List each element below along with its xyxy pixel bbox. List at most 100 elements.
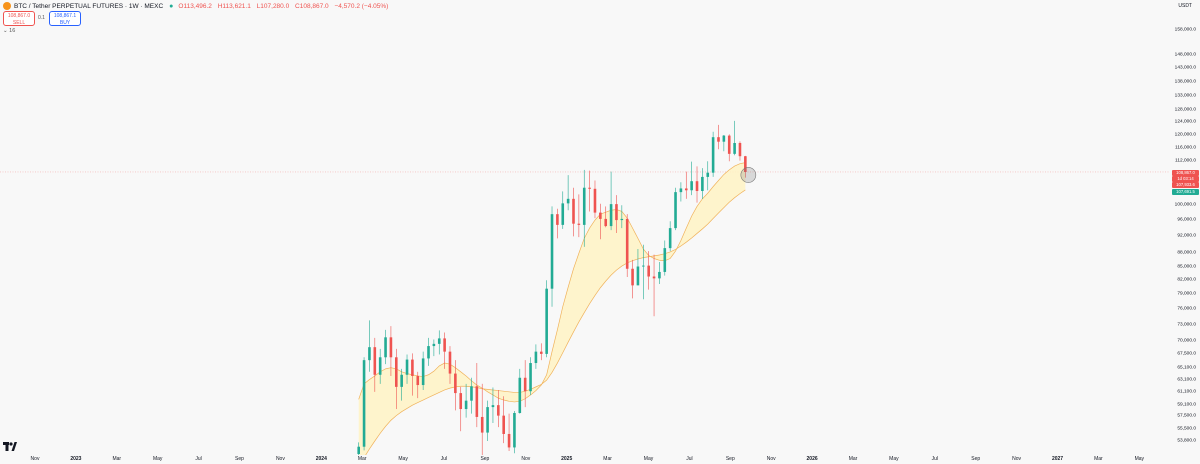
chevron-down-icon: ⌄ <box>3 28 10 34</box>
candle-body <box>523 377 527 392</box>
candle <box>609 171 613 231</box>
candle <box>561 191 565 229</box>
candle <box>684 171 688 199</box>
candle-body <box>652 276 656 279</box>
time-tick-label: Mar <box>603 456 612 462</box>
price-tick-label: 120,000.0 <box>1174 132 1196 138</box>
candle-body <box>572 198 575 224</box>
candle-body <box>373 347 377 375</box>
time-tick-label: Sep <box>235 456 244 462</box>
candle-body <box>674 192 677 229</box>
candle-body <box>625 218 629 269</box>
candle-body <box>427 346 430 359</box>
candle <box>475 363 479 428</box>
candle <box>625 214 629 277</box>
candle <box>744 155 747 178</box>
candle-body <box>744 156 747 172</box>
symbol-header: BTC / Tether PERPETUAL FUTURES · 1W · ME… <box>0 0 1170 12</box>
candle-body <box>539 351 543 354</box>
symbol-title[interactable]: BTC / Tether PERPETUAL FUTURES · 1W · ME… <box>14 2 164 10</box>
candle <box>679 182 683 202</box>
candle <box>582 169 586 247</box>
candle <box>539 343 543 361</box>
candle <box>668 221 672 252</box>
candle <box>443 332 446 369</box>
candle-body <box>577 223 581 225</box>
candle-body <box>491 405 495 408</box>
candle <box>642 244 645 300</box>
candle <box>378 348 382 384</box>
candle <box>695 166 699 203</box>
candle <box>738 141 742 161</box>
candle <box>480 383 484 455</box>
candle <box>411 353 414 396</box>
price-tag: 107,933.6 <box>1172 182 1199 189</box>
open-value: O113,496.2 <box>178 2 212 10</box>
price-tick-label: 59,100.0 <box>1177 402 1196 408</box>
candle <box>373 337 377 392</box>
candle <box>534 344 538 369</box>
candle <box>384 329 387 365</box>
candle-body <box>679 188 683 193</box>
candle <box>701 168 704 199</box>
candle <box>588 170 591 212</box>
price-tag: 107,691.5 <box>1172 188 1199 195</box>
candle <box>357 442 360 455</box>
candle <box>556 208 559 239</box>
buy-label: BUY <box>59 19 71 26</box>
candle-body <box>609 204 613 227</box>
candle-body <box>400 374 403 387</box>
candle-body <box>502 415 505 434</box>
sell-button[interactable]: 108,867.0 SELL <box>3 11 35 26</box>
price-tick-label: 76,000.0 <box>1177 306 1196 312</box>
candle <box>470 377 473 414</box>
candle-body <box>454 373 457 394</box>
candle <box>572 187 575 237</box>
candle-body <box>701 176 704 192</box>
candle <box>599 203 602 240</box>
candle <box>593 180 597 219</box>
candle-body <box>513 412 516 448</box>
high-value: H113,621.1 <box>217 2 251 10</box>
candle-body <box>394 357 398 387</box>
candle-body <box>582 187 586 225</box>
candle <box>394 348 398 410</box>
time-tick-label: Sep <box>971 456 981 462</box>
candle <box>663 240 667 276</box>
time-tick-label: Jul <box>931 456 938 462</box>
candle <box>518 368 522 414</box>
candle-body <box>411 359 414 376</box>
candle-body <box>556 214 559 225</box>
candle <box>706 161 710 191</box>
price-tick-label: 53,800.0 <box>1177 438 1196 444</box>
candle <box>615 195 618 234</box>
price-axis[interactable]: USDT 158,000.0 148,000.0 143,000.0 138,000.… <box>1170 0 1200 455</box>
candle-body <box>518 377 522 413</box>
candle <box>652 254 656 317</box>
price-chart[interactable] <box>0 0 1170 455</box>
candle <box>454 360 457 411</box>
candle-body <box>631 268 634 286</box>
price-tick-label: 61,100.0 <box>1177 389 1196 395</box>
price-tick-label: 73,000.0 <box>1177 322 1196 328</box>
candle <box>604 206 608 228</box>
candle <box>690 161 693 196</box>
candle <box>513 411 516 454</box>
time-tick-label: May <box>643 456 654 462</box>
indicator-toggle[interactable]: ⌄ 16 <box>3 28 15 34</box>
candle-body <box>443 338 446 352</box>
candle-body <box>706 172 710 177</box>
candle-body <box>647 265 650 277</box>
candle <box>717 124 720 150</box>
candle-body <box>475 386 479 417</box>
time-tick-label: May <box>398 456 408 462</box>
candle-body <box>464 400 468 410</box>
price-tag: 1d 03:14 <box>1172 176 1199 183</box>
candle <box>658 262 661 284</box>
candle-body <box>604 218 608 227</box>
low-value: L107,280.0 <box>256 2 290 10</box>
candle-body <box>733 142 736 154</box>
buy-price: 108,867.1 <box>53 13 77 19</box>
buy-button[interactable]: 108,867.1 BUY <box>49 11 81 26</box>
